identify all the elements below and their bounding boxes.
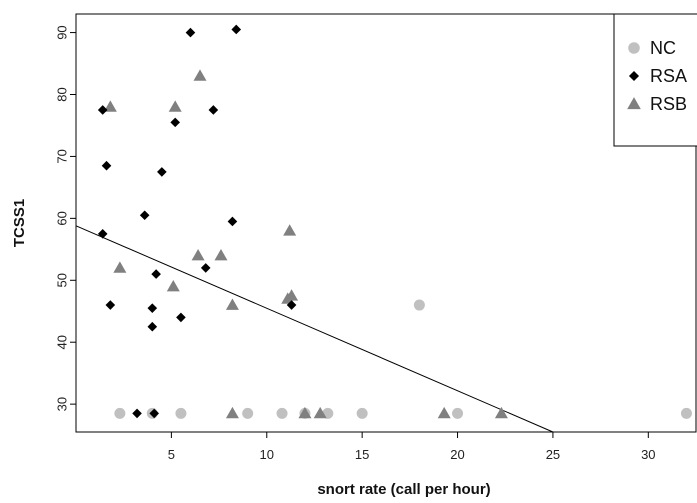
legend-items: NC RSA RSB <box>627 38 687 114</box>
rsa-point <box>139 210 150 221</box>
nc-point <box>242 407 254 419</box>
rsb-point <box>103 100 117 112</box>
nc-point <box>452 407 464 419</box>
y-tick-label: 70 <box>55 149 70 163</box>
x-tick-label: 5 <box>168 447 175 462</box>
rsb-point <box>298 406 312 419</box>
data-points <box>97 24 692 419</box>
legend-marker <box>628 70 640 82</box>
rsa-point <box>101 160 112 171</box>
rsa-point <box>149 408 160 419</box>
rsa-point <box>231 24 242 35</box>
x-axis-title: snort rate (call per hour) <box>317 481 490 498</box>
legend-box <box>613 13 697 147</box>
rsb-point <box>214 249 228 261</box>
rsa-point <box>185 27 196 38</box>
rsb-point <box>285 289 299 301</box>
rsb-point <box>166 279 180 292</box>
legend-label: RSA <box>650 66 687 86</box>
nc-point <box>680 407 692 419</box>
plot-frame <box>75 13 697 433</box>
legend-marker <box>628 42 640 54</box>
y-axis-title: TCSS1 <box>11 199 28 247</box>
nc-point <box>276 407 288 419</box>
rsb-point <box>494 406 508 419</box>
x-tick-label: 30 <box>641 447 655 462</box>
rsb-point <box>168 100 182 112</box>
x-tick-label: 15 <box>355 447 369 462</box>
nc-point <box>356 407 368 419</box>
rsa-point <box>147 303 158 313</box>
nc-point <box>114 407 126 419</box>
rsa-point <box>200 263 211 273</box>
rsb-point <box>191 249 205 261</box>
rsa-point <box>208 105 219 115</box>
legend-label: RSB <box>650 94 687 114</box>
y-axis: 30 40 50 60 70 80 90 <box>55 25 76 411</box>
rsb-point <box>283 224 297 236</box>
y-tick-label: 90 <box>55 25 70 39</box>
y-tick-label: 50 <box>55 273 70 287</box>
rsa-point <box>105 300 116 310</box>
rsa-point <box>176 312 186 323</box>
nc-point <box>175 407 187 419</box>
rsa-point <box>97 105 108 115</box>
rsa-point <box>132 408 142 419</box>
x-axis: 5 10 15 20 25 30 <box>168 432 656 462</box>
y-tick-label: 60 <box>55 211 70 225</box>
y-tick-label: 80 <box>55 87 70 101</box>
y-tick-label: 40 <box>55 335 70 349</box>
rsa-point <box>286 300 297 310</box>
x-tick-label: 25 <box>546 447 560 462</box>
rsa-point <box>147 321 158 332</box>
legend: NC RSA RSB <box>613 13 697 147</box>
x-tick-label: 10 <box>260 447 274 462</box>
rsb-point <box>113 261 127 273</box>
rsb-point <box>313 406 327 419</box>
rsa-point <box>227 216 238 227</box>
x-tick-label: 20 <box>450 447 464 462</box>
rsa-point <box>170 117 180 128</box>
rsa-point <box>97 229 108 239</box>
nc-point <box>413 299 425 311</box>
rsb-point <box>225 406 239 419</box>
rsb-point <box>193 69 207 81</box>
trend-line <box>75 225 554 433</box>
legend-label: NC <box>650 38 676 58</box>
legend-marker <box>627 97 641 110</box>
y-tick-label: 30 <box>55 397 70 411</box>
rsb-point <box>225 298 239 310</box>
rsa-point <box>157 167 167 177</box>
rsa-point <box>151 269 161 279</box>
rsb-point <box>437 406 451 419</box>
